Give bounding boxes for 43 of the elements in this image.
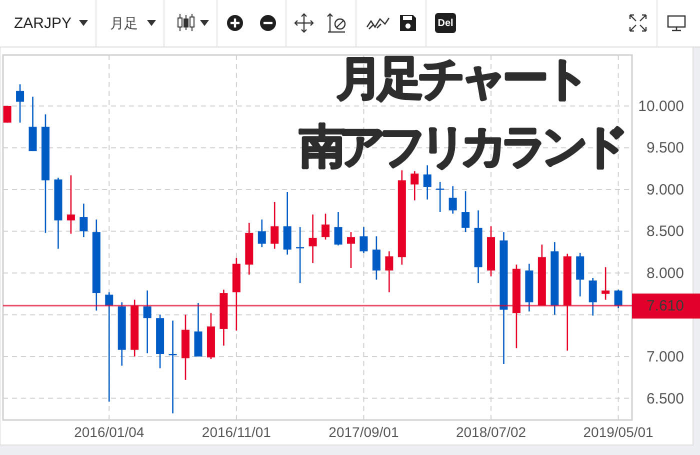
candlestick [360, 226, 368, 254]
candlestick [346, 231, 355, 269]
candlestick [283, 191, 292, 256]
candlestick [602, 266, 610, 300]
y-tick-label: 8.500 [646, 222, 684, 240]
candlestick [143, 290, 152, 354]
candlestick [66, 174, 75, 234]
ref-line-label: 7.610 [646, 297, 684, 314]
candlestick [448, 185, 457, 214]
y-tick-label: 9.500 [646, 139, 684, 156]
candlestick [385, 250, 394, 293]
text: Del [438, 18, 454, 28]
candlestick [462, 190, 470, 233]
x-tick-label: 2018/07/02 [456, 424, 526, 440]
y-tick-label: 10.000 [638, 97, 684, 114]
x-tick-label: 2016/11/01 [202, 424, 272, 440]
y-tick-label: 6.500 [646, 390, 684, 407]
text: ZARJPY [14, 14, 72, 32]
text: 南アフリカランド [300, 120, 624, 172]
candlestick [80, 203, 88, 238]
y-tick-label: 9.000 [646, 180, 684, 198]
candlestick [410, 170, 419, 201]
x-tick-label: 2016/01/04 [74, 424, 144, 440]
candlestick [270, 201, 279, 250]
candlestick [258, 218, 266, 248]
candlestick [296, 226, 304, 284]
text: 月足 [110, 15, 138, 31]
candlestick [614, 289, 622, 309]
candlestick [334, 211, 342, 246]
candlestick [322, 213, 330, 240]
candlestick [588, 277, 597, 316]
candlestick [16, 84, 24, 124]
candlestick [576, 252, 584, 298]
candlestick [436, 181, 444, 213]
candlestick [308, 214, 317, 264]
x-tick-label: 2017/09/01 [328, 424, 399, 440]
candlestick [372, 236, 380, 280]
y-tick-label: 8.000 [646, 264, 684, 282]
candlestick [423, 164, 432, 200]
x-tick-label: 2019/05/01 [583, 424, 654, 440]
y-tick-label: 7.000 [646, 348, 684, 366]
candlestick [105, 292, 114, 402]
chart-title: 月足チャート [336, 52, 586, 104]
